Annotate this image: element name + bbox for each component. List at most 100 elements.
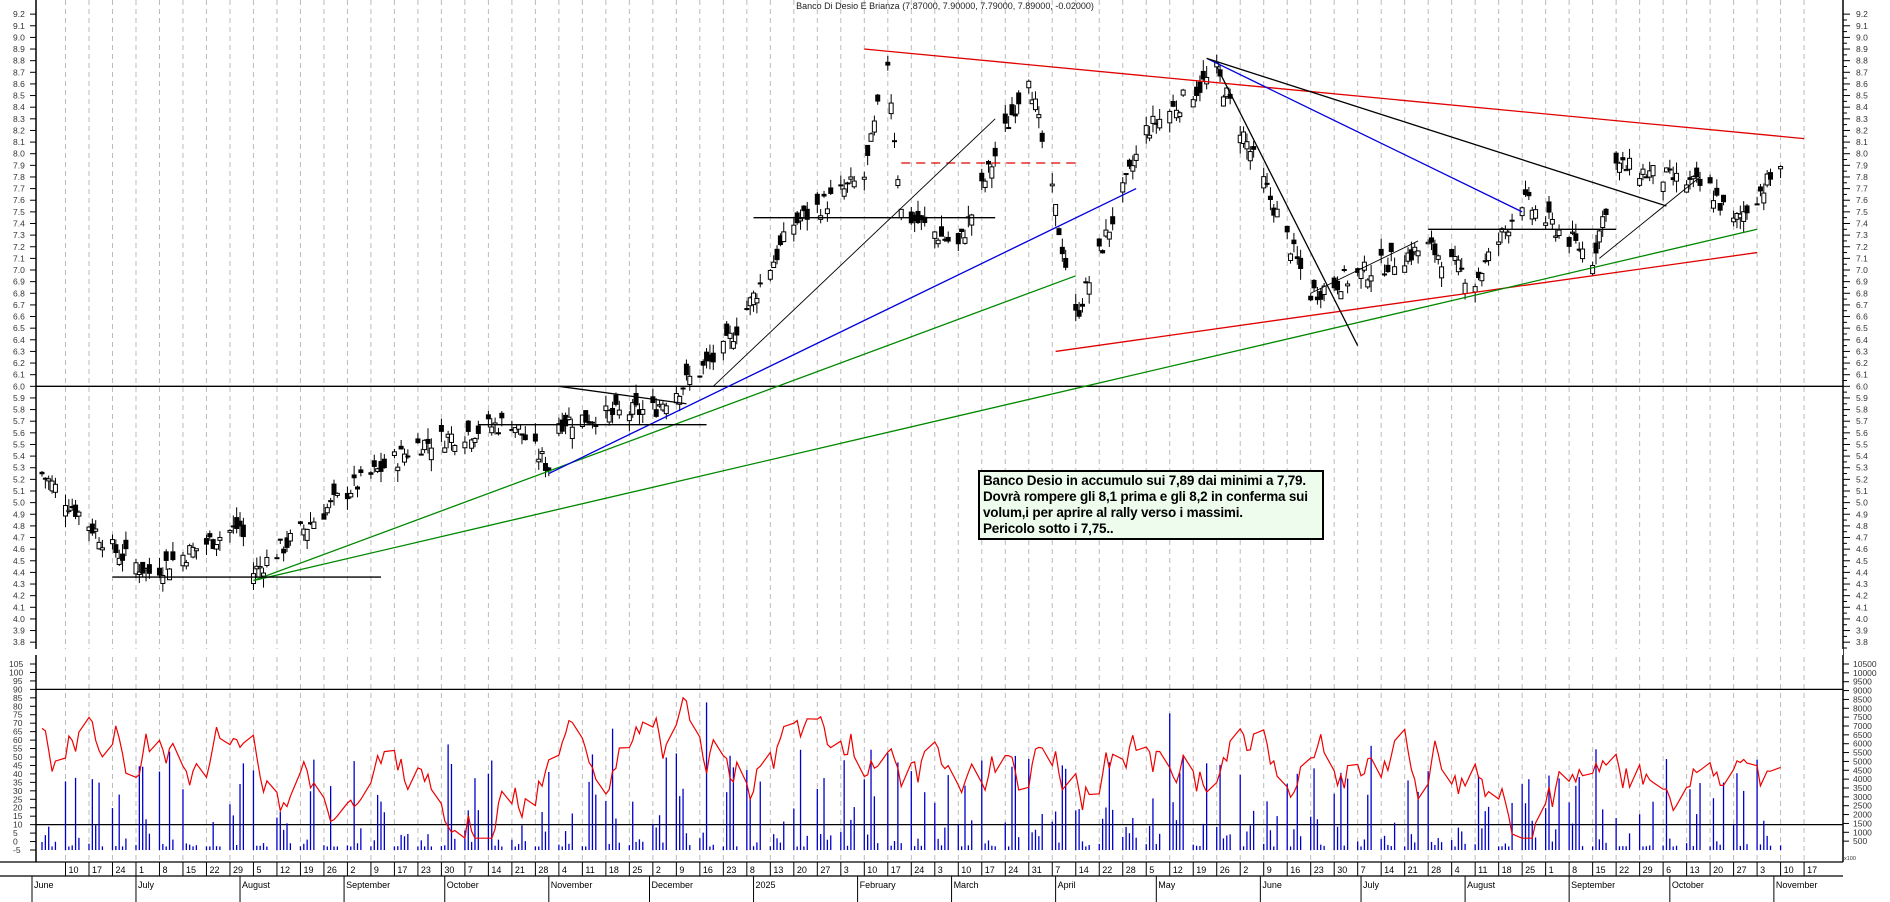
svg-text:6.8: 6.8 xyxy=(1856,288,1868,298)
svg-text:1500: 1500 xyxy=(1853,818,1872,828)
svg-text:30: 30 xyxy=(1337,865,1347,875)
svg-text:27: 27 xyxy=(820,865,830,875)
svg-text:70: 70 xyxy=(13,718,23,728)
svg-text:65: 65 xyxy=(13,727,23,737)
svg-text:6.9: 6.9 xyxy=(13,277,25,287)
svg-text:5.2: 5.2 xyxy=(13,474,25,484)
chart-title: Banco Di Desio E Brianza (7.87000, 7.900… xyxy=(796,1,1094,11)
svg-text:6.8: 6.8 xyxy=(13,288,25,298)
svg-text:April: April xyxy=(1058,880,1076,890)
svg-text:x100: x100 xyxy=(1844,856,1856,862)
svg-text:4.8: 4.8 xyxy=(1856,521,1868,531)
svg-text:5000: 5000 xyxy=(1853,756,1872,766)
svg-text:5.4: 5.4 xyxy=(1856,451,1868,461)
svg-text:February: February xyxy=(860,880,897,890)
svg-text:6: 6 xyxy=(1666,865,1671,875)
svg-text:28: 28 xyxy=(1126,865,1136,875)
svg-text:13: 13 xyxy=(773,865,783,875)
svg-text:4.7: 4.7 xyxy=(1856,533,1868,543)
svg-text:8.3: 8.3 xyxy=(13,114,25,124)
svg-text:5.9: 5.9 xyxy=(13,393,25,403)
svg-text:1: 1 xyxy=(1549,865,1554,875)
svg-text:7.0: 7.0 xyxy=(13,265,25,275)
svg-text:5.6: 5.6 xyxy=(1856,428,1868,438)
svg-text:4.0: 4.0 xyxy=(1856,614,1868,624)
svg-text:25: 25 xyxy=(632,865,642,875)
svg-text:3500: 3500 xyxy=(1853,783,1872,793)
svg-text:6.0: 6.0 xyxy=(1856,381,1868,391)
svg-text:55: 55 xyxy=(13,744,23,754)
svg-text:September: September xyxy=(346,880,390,890)
svg-text:8.7: 8.7 xyxy=(1856,67,1868,77)
svg-text:7500: 7500 xyxy=(1853,712,1872,722)
svg-text:8.2: 8.2 xyxy=(13,125,25,135)
svg-text:8500: 8500 xyxy=(1853,694,1872,704)
oscillator-panel xyxy=(36,688,1843,850)
svg-text:7000: 7000 xyxy=(1853,721,1872,731)
svg-text:4500: 4500 xyxy=(1853,765,1872,775)
svg-text:28: 28 xyxy=(1431,865,1441,875)
svg-text:September: September xyxy=(1571,880,1615,890)
svg-text:14: 14 xyxy=(1079,865,1089,875)
svg-text:4: 4 xyxy=(1455,865,1460,875)
svg-text:October: October xyxy=(1672,880,1704,890)
svg-text:2000: 2000 xyxy=(1853,810,1872,820)
svg-text:8.0: 8.0 xyxy=(13,149,25,159)
svg-text:24: 24 xyxy=(115,865,125,875)
svg-text:17: 17 xyxy=(985,865,995,875)
svg-text:105: 105 xyxy=(9,659,23,669)
svg-text:6.4: 6.4 xyxy=(13,335,25,345)
svg-text:17: 17 xyxy=(92,865,102,875)
svg-text:4.4: 4.4 xyxy=(1856,567,1868,577)
svg-text:23: 23 xyxy=(421,865,431,875)
svg-text:35: 35 xyxy=(13,777,23,787)
svg-text:22: 22 xyxy=(1619,865,1629,875)
svg-text:8.6: 8.6 xyxy=(1856,79,1868,89)
svg-text:7: 7 xyxy=(1055,865,1060,875)
svg-text:9000: 9000 xyxy=(1853,686,1872,696)
svg-text:6.7: 6.7 xyxy=(1856,300,1868,310)
svg-text:8000: 8000 xyxy=(1853,703,1872,713)
svg-text:10: 10 xyxy=(867,865,877,875)
svg-text:8.2: 8.2 xyxy=(1856,125,1868,135)
svg-text:50: 50 xyxy=(13,752,23,762)
svg-text:7.6: 7.6 xyxy=(13,195,25,205)
svg-text:11: 11 xyxy=(1478,865,1487,875)
svg-text:6.6: 6.6 xyxy=(1856,312,1868,322)
svg-text:November: November xyxy=(551,880,593,890)
svg-text:7.1: 7.1 xyxy=(13,253,25,263)
svg-text:5.0: 5.0 xyxy=(13,498,25,508)
svg-text:21: 21 xyxy=(515,865,525,875)
svg-text:2: 2 xyxy=(1243,865,1248,875)
svg-text:6.6: 6.6 xyxy=(13,312,25,322)
svg-text:8.7: 8.7 xyxy=(13,67,25,77)
svg-text:23: 23 xyxy=(1314,865,1324,875)
svg-text:16: 16 xyxy=(1290,865,1300,875)
svg-text:6000: 6000 xyxy=(1853,739,1872,749)
svg-text:12: 12 xyxy=(1173,865,1183,875)
svg-text:6.5: 6.5 xyxy=(1856,323,1868,333)
svg-text:8: 8 xyxy=(162,865,167,875)
svg-text:December: December xyxy=(651,880,693,890)
svg-text:13: 13 xyxy=(1690,865,1700,875)
svg-text:5.9: 5.9 xyxy=(1856,393,1868,403)
svg-text:5.3: 5.3 xyxy=(13,463,25,473)
svg-text:2025: 2025 xyxy=(756,880,776,890)
svg-text:7.6: 7.6 xyxy=(1856,195,1868,205)
svg-text:-5: -5 xyxy=(13,845,21,855)
svg-text:14: 14 xyxy=(1384,865,1394,875)
svg-text:17: 17 xyxy=(891,865,901,875)
svg-text:July: July xyxy=(138,880,155,890)
svg-text:6.7: 6.7 xyxy=(13,300,25,310)
svg-text:2500: 2500 xyxy=(1853,801,1872,811)
svg-text:45: 45 xyxy=(13,760,23,770)
svg-text:27: 27 xyxy=(1737,865,1747,875)
svg-text:June: June xyxy=(34,880,54,890)
svg-text:3.8: 3.8 xyxy=(1856,637,1868,647)
svg-text:5.1: 5.1 xyxy=(1856,486,1868,496)
svg-text:7.8: 7.8 xyxy=(13,172,25,182)
svg-text:7.2: 7.2 xyxy=(1856,242,1868,252)
svg-text:4: 4 xyxy=(562,865,567,875)
svg-text:4.9: 4.9 xyxy=(1856,509,1868,519)
